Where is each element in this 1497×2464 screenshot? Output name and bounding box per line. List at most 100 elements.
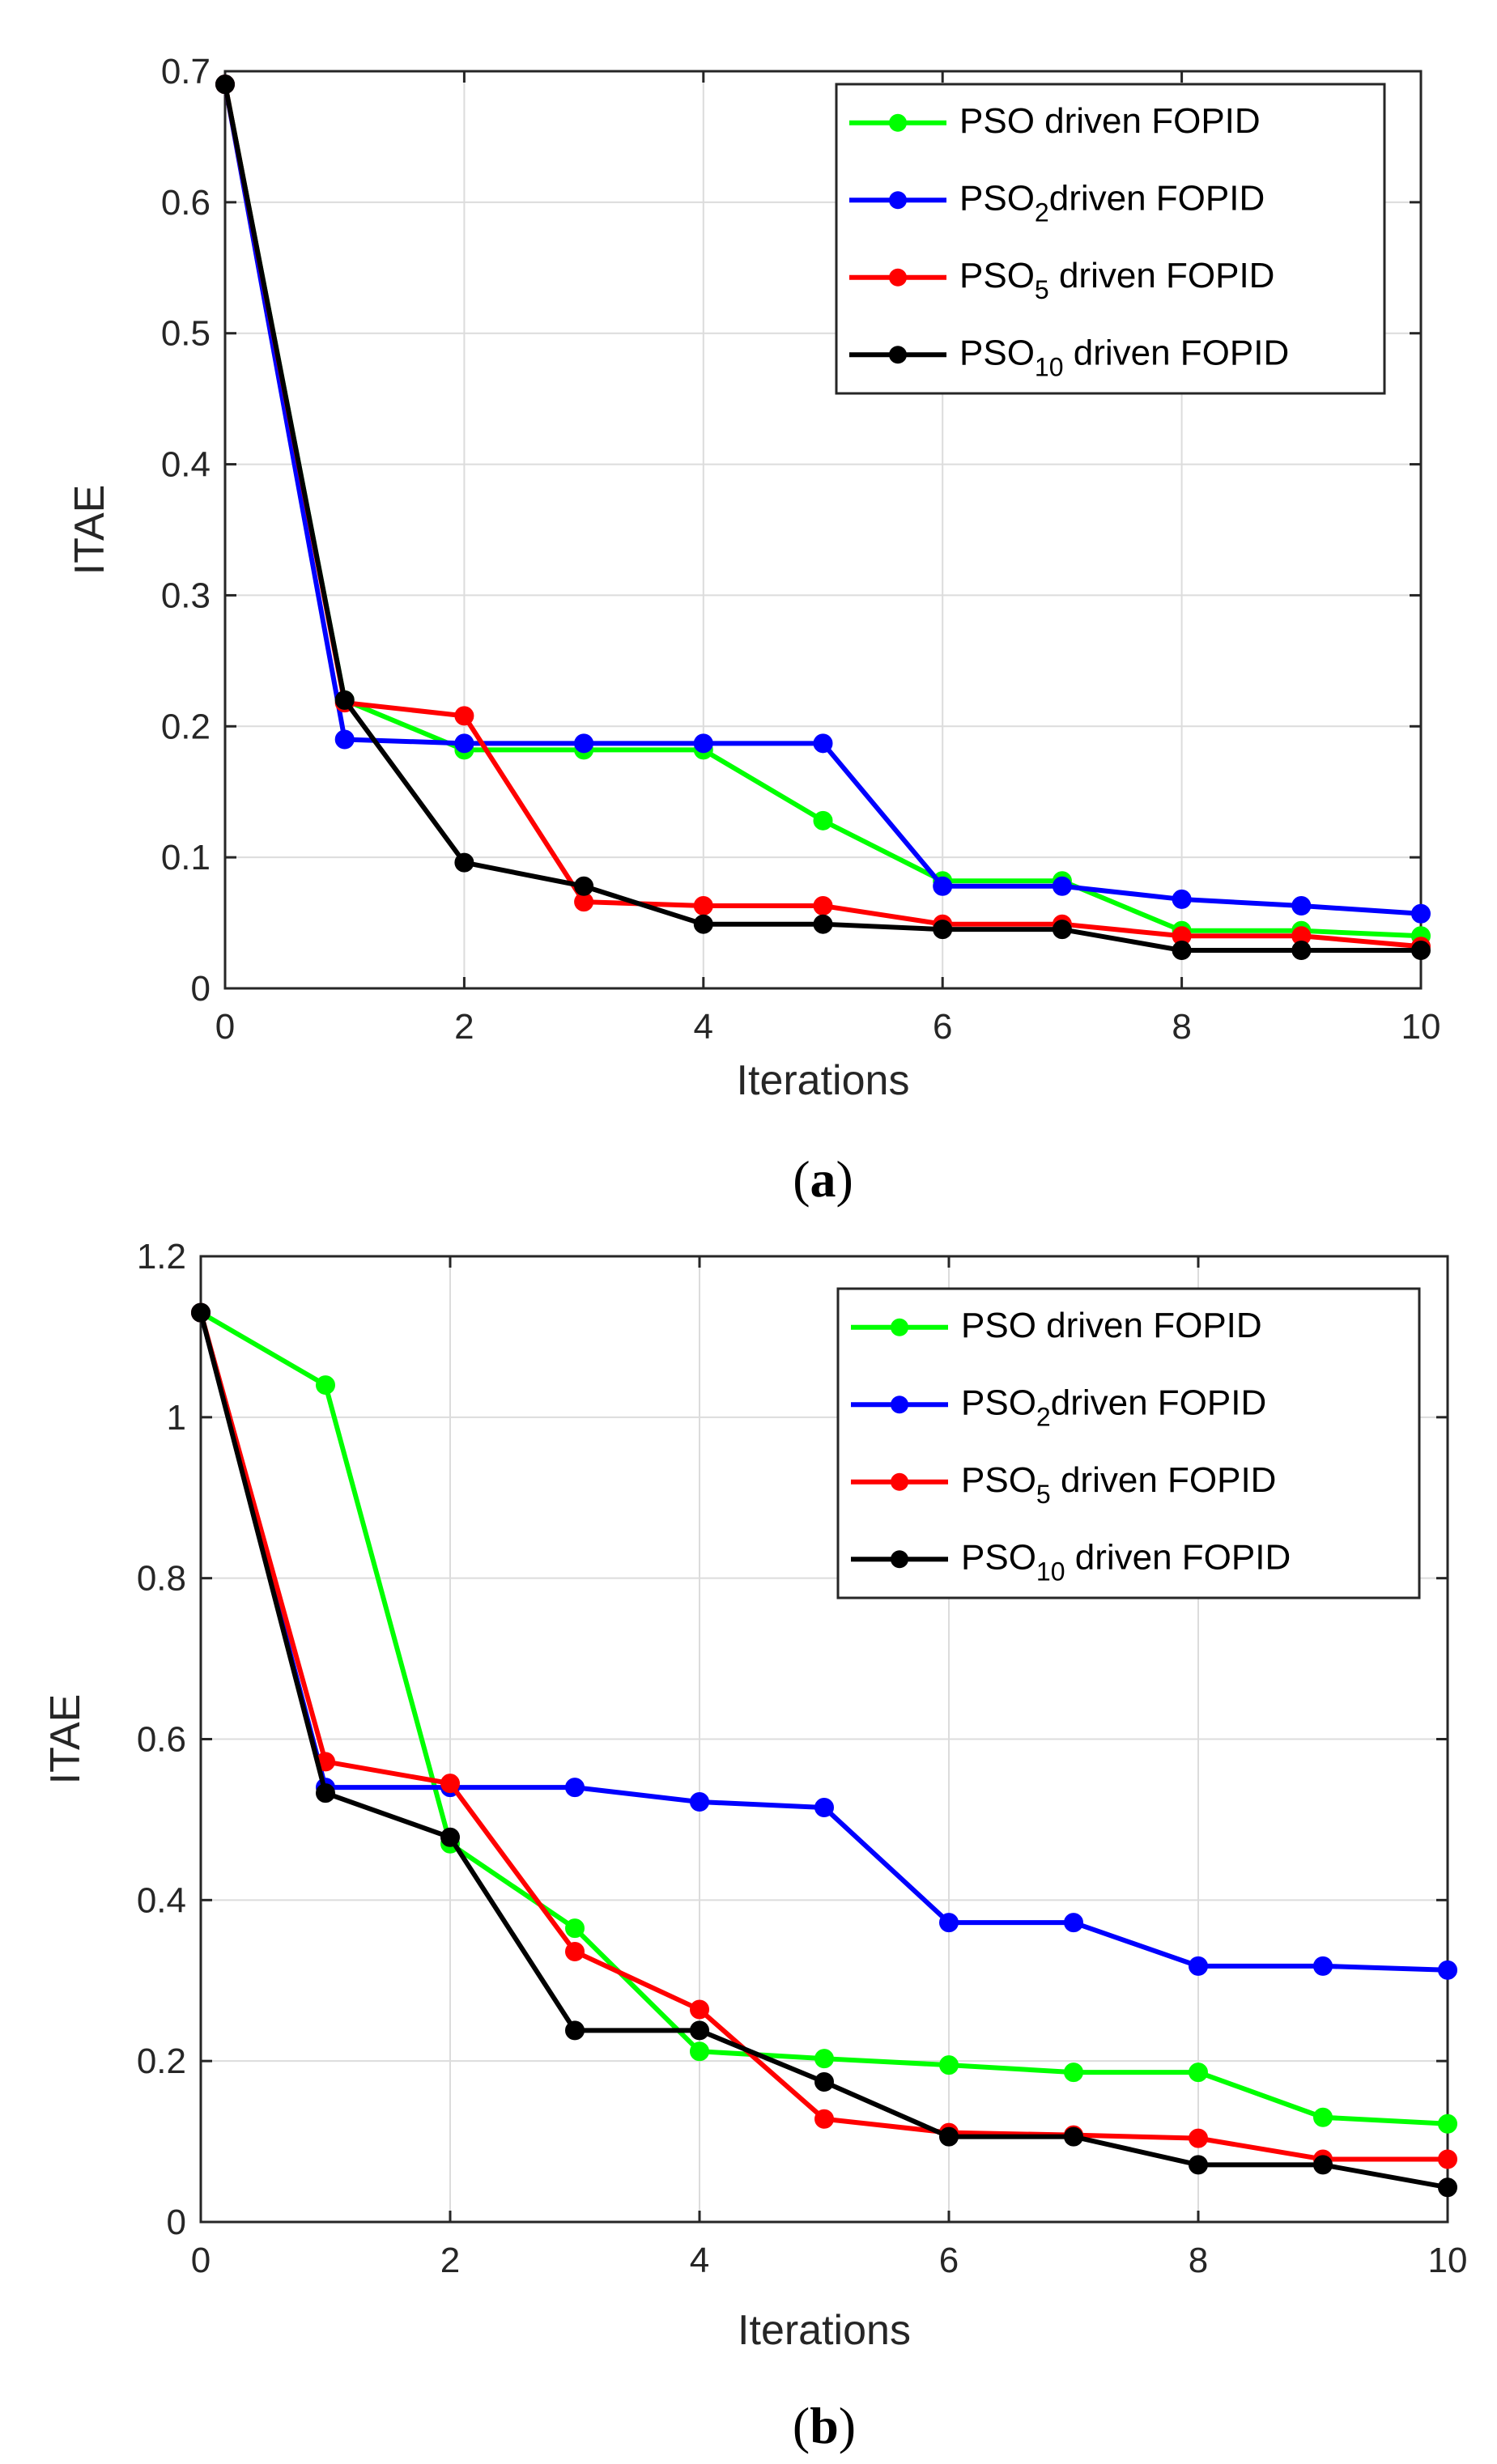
chart-0: 0 2 4 6 8 10 0 0.1 0.2 0.3 0.4 0.5 0.6 0.7 Iterations I… [66,52,1440,1208]
chart-0-legend-label-3: PSO10 driven FOPID [959,333,1289,381]
chart-1-legend-box [836,1287,1421,1599]
chart-0-xtick-label-0: 0 [215,1007,235,1047]
chart-0-legend-box [835,83,1386,395]
chart-1-legend-label-sub-3: 10 [1036,1557,1065,1586]
chart-1-caption-close: ) [839,2397,856,2454]
chart-1-ytick-label-5: 1 [167,1398,186,1438]
chart-0-xtick-label-2: 4 [694,1007,713,1047]
chart-1-series-0-point-10 [1438,2114,1457,2134]
chart-1-series-1-point-9 [1313,1956,1333,1976]
chart-0-legend-label-sub-2: 5 [1035,275,1049,304]
chart-1-series-0-point-3 [565,1918,585,1939]
chart-0-legend-label-0: PSO driven FOPID [959,101,1261,141]
chart-1-ytick-label-3: 0.6 [137,1720,186,1760]
chart-1-legend-label-rest-1: driven FOPID [1051,1383,1267,1422]
chart-0-caption-open: ( [793,1150,810,1208]
chart-0-series-1-point-9 [1291,896,1312,916]
chart-0-legend-marker-1 [889,191,907,210]
chart-1-series-3-point-4 [690,2020,709,2041]
chart-0-series-2-point-5 [813,896,833,916]
chart-1-ytick-label-2: 0.4 [137,1880,186,1920]
chart-0-legend-label-2: PSO5 driven FOPID [959,256,1274,304]
chart-1-legend-label-rest-3: driven FOPID [1065,1537,1291,1577]
chart-0-series-1-point-2 [454,733,474,754]
chart-1-caption-open: ( [793,2397,810,2454]
chart-1-legend-label-3: PSO10 driven FOPID [961,1537,1291,1586]
chart-0-series-3-point-3 [574,876,594,896]
chart-0-legend-label-rest-2: driven FOPID [1049,256,1275,295]
chart-0-legend-label-main-3: PSO [959,333,1035,372]
chart-1-series-3-point-0 [191,1302,211,1323]
chart-0-legend-marker-2 [889,268,907,287]
chart-1-series-1-point-7 [1064,1913,1083,1933]
chart-0-legend-label-main-1: PSO [959,178,1035,218]
chart-0-series-2-point-4 [693,896,713,916]
chart-0-series-1-point-10 [1411,903,1431,924]
chart-1-series-3-point-8 [1189,2155,1208,2175]
chart-1: 0 2 4 6 8 10 0 0.2 0.4 0.6 0.8 1 1.2 Iterations ITAE PS… [42,1237,1467,2454]
chart-0-series-1-point-3 [574,733,594,754]
chart-1-legend-marker-1 [891,1396,908,1414]
chart-0-series-3-point-10 [1411,941,1431,961]
chart-1-legend-marker-0 [891,1318,908,1336]
chart-1-legend-label-sub-1: 2 [1036,1402,1051,1431]
chart-1-series-2-point-2 [440,1774,460,1794]
chart-0-ytick-label-4: 0.4 [161,445,211,485]
chart-1-xtick-label-4: 8 [1189,2241,1208,2280]
chart-0-series-2-point-2 [454,706,474,726]
chart-1-series-0-point-9 [1313,2107,1333,2127]
chart-0-series-3-point-0 [215,74,235,95]
chart-0-series-3-point-4 [693,914,713,934]
chart-0-ytick-label-7: 0.7 [161,52,211,91]
chart-1-series-2-point-10 [1438,2149,1457,2169]
chart-0-ytick-label-6: 0.6 [161,183,211,223]
chart-1-xtick-label-1: 2 [440,2241,460,2280]
chart-0-series-3-point-5 [813,914,833,934]
chart-1-legend-label-main-2: PSO [961,1460,1036,1500]
chart-1-legend-label-0: PSO driven FOPID [961,1306,1262,1345]
chart-1-series-1-point-4 [690,1792,709,1812]
chart-1-series-3-point-2 [440,1827,460,1847]
chart-0-series-3-point-7 [1052,920,1072,940]
chart-1-legend-label-main-3: PSO [961,1537,1036,1577]
chart-1-ytick-label-1: 0.2 [137,2041,186,2081]
chart-1-legend-label-main-1: PSO [961,1383,1036,1422]
chart-1-series-2-point-5 [814,2109,834,2129]
chart-0-series-1-point-5 [813,733,833,754]
chart-1-series-3-point-5 [814,2072,834,2092]
chart-1-caption: (b) [793,2397,856,2454]
chart-1-series-0-point-6 [939,2055,959,2075]
chart-1-series-3-point-1 [316,1783,335,1803]
chart-0-legend-label-1: PSO2driven FOPID [959,178,1265,227]
chart-1-series-1-point-6 [939,1913,959,1933]
chart-1-legend-marker-3 [891,1550,908,1569]
chart-1-series-2-point-3 [565,1941,585,1961]
chart-1-ytick-label-6: 1.2 [137,1237,186,1277]
chart-1-legend-label-2: PSO5 driven FOPID [961,1460,1276,1509]
chart-1-caption-letter: b [810,2397,839,2454]
chart-0-legend-marker-3 [889,346,907,364]
chart-1-ytick-label-4: 0.8 [137,1559,186,1599]
chart-0-ytick-label-3: 0.3 [161,576,211,615]
chart-0-legend-label-main-0: PSO [959,101,1035,141]
chart-1-legend-marker-2 [891,1472,908,1491]
chart-0-caption: (a) [793,1150,853,1208]
chart-0-series-3-point-6 [933,920,953,940]
chart-1-series-1-point-5 [814,1798,834,1818]
chart-0-series-1-point-7 [1052,876,1072,896]
chart-1-series-3-point-7 [1064,2126,1083,2147]
chart-0-legend-label-sub-1: 2 [1035,198,1049,227]
chart-0-legend-label-rest-0: driven FOPID [1035,101,1261,141]
chart-1-series-0-point-7 [1064,2063,1083,2083]
chart-1-series-3-point-3 [565,2020,585,2041]
chart-0-series-3-point-9 [1291,941,1312,961]
chart-1-xtick-label-3: 6 [939,2241,959,2280]
chart-0-ytick-label-1: 0.1 [161,838,211,877]
chart-0-xtick-label-5: 10 [1401,1007,1441,1047]
chart-1-series-0-point-4 [690,2041,709,2062]
chart-1-series-3-point-10 [1438,2177,1457,2198]
chart-1-series-0-point-8 [1189,2063,1208,2083]
chart-1-xtick-label-0: 0 [191,2241,211,2280]
